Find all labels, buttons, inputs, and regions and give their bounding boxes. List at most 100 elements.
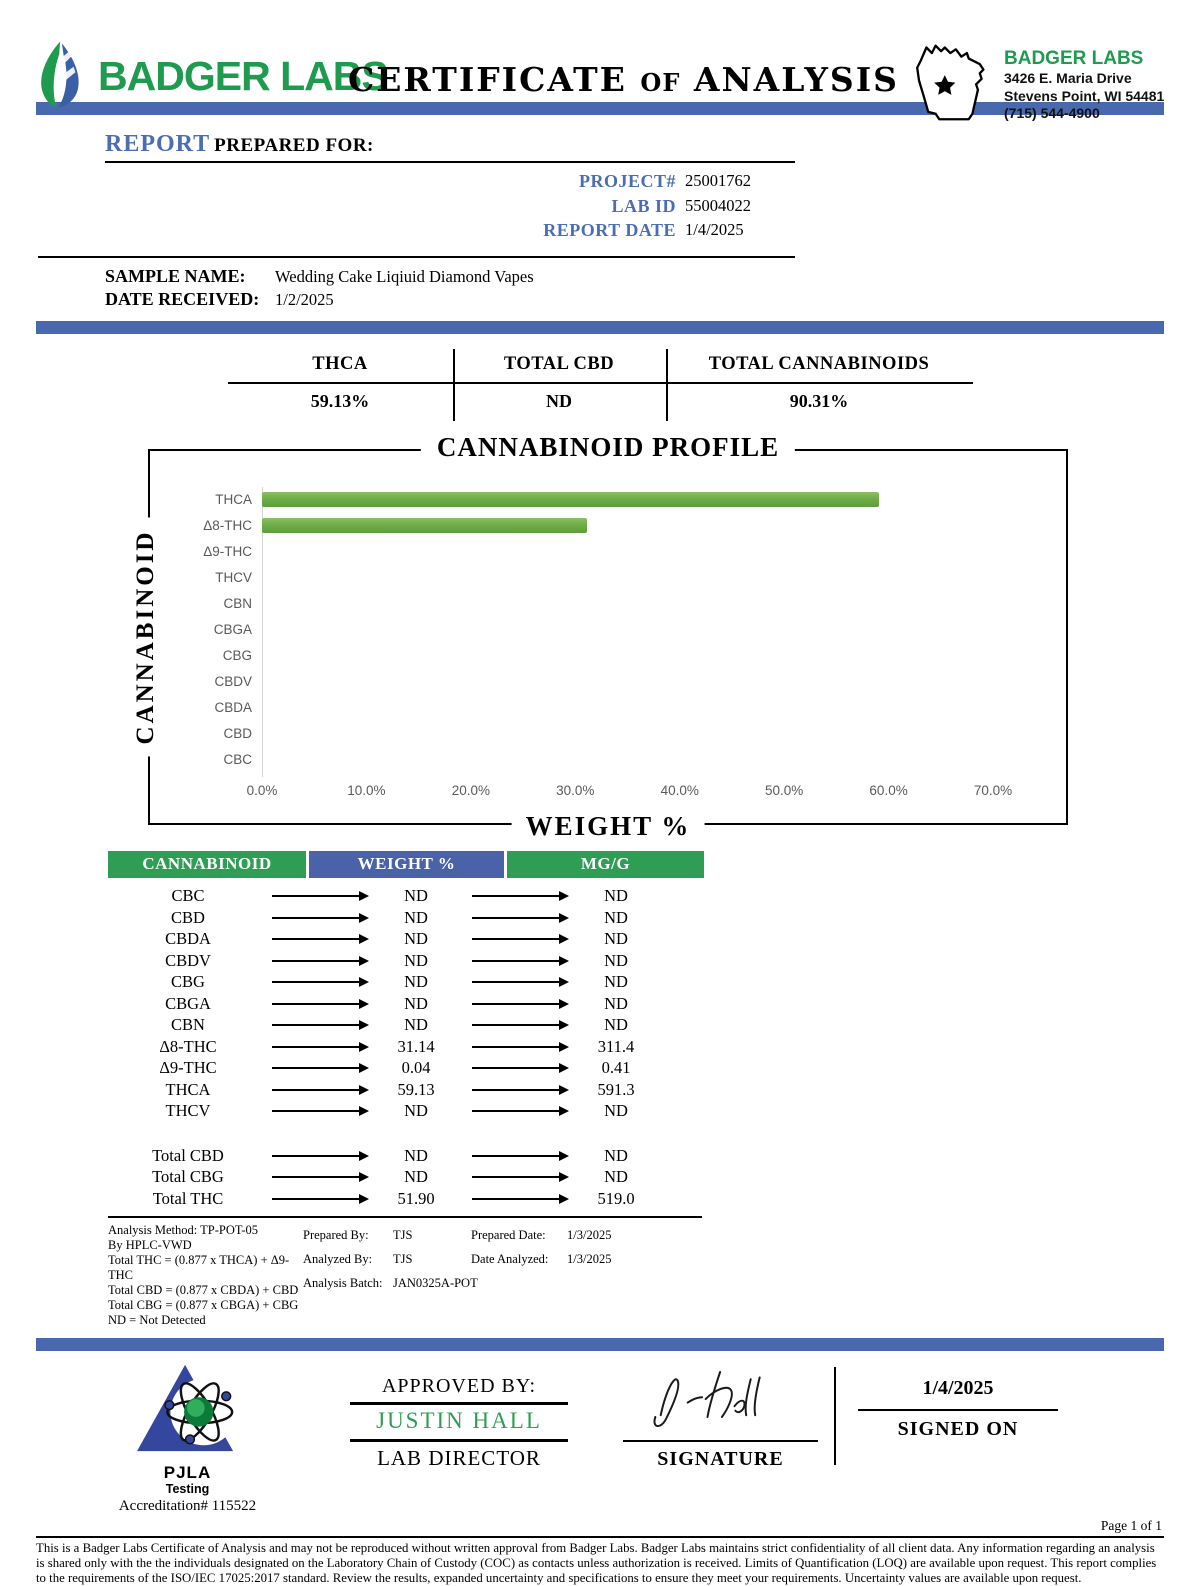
arrow-icon	[272, 1110, 360, 1112]
report-prepared-for-heading: REPORT PREPARED FOR:	[105, 131, 795, 163]
mg-per-g-value: ND	[564, 972, 668, 992]
cannabinoid-name: Total CBD	[108, 1146, 268, 1166]
weight-percent-value: ND	[364, 886, 468, 906]
signed-on-date: 1/4/2025	[858, 1377, 1058, 1411]
arrow-icon	[272, 1198, 360, 1200]
prepared-date-value: 1/3/2025	[567, 1228, 611, 1242]
pjla-logo-icon	[129, 1446, 247, 1463]
cannabinoid-name: Total THC	[108, 1189, 268, 1209]
weight-percent-value: 59.13	[364, 1080, 468, 1100]
chart-category-label: CBG	[166, 648, 262, 663]
report-date-value: 1/4/2025	[676, 218, 795, 243]
x-tick-label: 40.0%	[661, 783, 699, 798]
cannabinoid-name: THCA	[108, 1080, 268, 1100]
accreditation-number: Accreditation# 115522	[95, 1497, 280, 1516]
chart-row: THCA	[166, 487, 993, 513]
arrow-icon	[272, 1176, 360, 1178]
title-word: CERTIFICATE	[348, 60, 627, 99]
weight-percent-value: 51.90	[364, 1189, 468, 1209]
chart-bar-track	[262, 487, 993, 513]
chart-category-label: CBDA	[166, 700, 262, 715]
title-word: ANALYSIS	[694, 60, 899, 99]
arrow-icon	[472, 1046, 560, 1048]
approved-by-block: APPROVED BY: JUSTIN HALL LAB DIRECTOR	[350, 1375, 568, 1471]
cannabinoid-name: Δ9-THC	[108, 1058, 268, 1078]
weight-percent-value: ND	[364, 951, 468, 971]
footnote-line: Total CBG = (0.877 x CBGA) + CBG	[108, 1298, 303, 1313]
x-tick-label: 60.0%	[869, 783, 907, 798]
prepared-by-value: TJS	[393, 1223, 471, 1247]
mg-per-g-value: ND	[564, 951, 668, 971]
arrow-icon	[472, 1003, 560, 1005]
chart-category-label: Δ9-THC	[166, 544, 262, 559]
accreditation-org: PJLA	[95, 1464, 280, 1482]
accreditation-block: PJLA Testing Accreditation# 115522	[95, 1361, 280, 1516]
chart-category-label: CBC	[166, 752, 262, 767]
signed-on-block: 1/4/2025 SIGNED ON	[858, 1377, 1058, 1441]
summary-header-thca: THCA	[228, 349, 453, 382]
page-header: BADGER LABS CERTIFICATE OF ANALYSIS BADG…	[0, 0, 1200, 92]
mg-per-g-value: ND	[564, 1101, 668, 1121]
mg-per-g-value: 591.3	[564, 1080, 668, 1100]
accreditation-sub: Testing	[95, 1482, 280, 1497]
lab-address-line1: 3426 E. Maria Drive	[1004, 70, 1164, 88]
chart-row: Δ8-THC	[166, 513, 993, 539]
chart-row: CBDV	[166, 669, 993, 695]
prepared-by-label: Prepared By:	[303, 1223, 393, 1247]
summary-column-divider	[666, 349, 668, 421]
project-number-row: PROJECT# 25001762	[105, 169, 795, 194]
sample-info-section: SAMPLE NAME: Wedding Cake Liqiuid Diamon…	[105, 265, 1200, 311]
prepared-for-word: PREPARED FOR:	[214, 135, 374, 156]
chart-row: Δ9-THC	[166, 539, 993, 565]
footer-disclaimer: This is a Badger Labs Certificate of Ana…	[36, 1541, 1164, 1586]
arrow-icon	[272, 1024, 360, 1026]
arrow-icon	[472, 938, 560, 940]
weight-percent-value: ND	[364, 1101, 468, 1121]
mg-per-g-value: ND	[564, 1015, 668, 1035]
cannabinoid-name: Total CBG	[108, 1167, 268, 1187]
chart-bar	[262, 518, 587, 533]
chart-bar	[262, 492, 879, 507]
chart-y-axis-label: CANNABINOID	[132, 517, 160, 756]
divider-bar-bottom	[36, 1338, 1164, 1351]
page-number: Page 1 of 1	[0, 1518, 1162, 1534]
chart-row: CBG	[166, 643, 993, 669]
chart-bar-track	[262, 721, 993, 747]
divider-bar-mid	[36, 321, 1164, 334]
arrow-icon	[272, 981, 360, 983]
x-tick-label: 0.0%	[247, 783, 278, 798]
cannabinoid-name: CBGA	[108, 994, 268, 1014]
lab-id-label: LAB ID	[105, 194, 676, 219]
signature-label: SIGNATURE	[623, 1442, 818, 1471]
analysis-batch-label: Analysis Batch:	[303, 1271, 393, 1295]
table-header-cannabinoid: CANNABINOID	[108, 851, 306, 878]
cannabinoid-name: CBDV	[108, 951, 268, 971]
arrow-icon	[272, 960, 360, 962]
page-title: CERTIFICATE OF ANALYSIS	[339, 36, 908, 99]
footnote-line: By HPLC-VWD	[108, 1238, 303, 1253]
x-tick-label: 10.0%	[347, 783, 385, 798]
cannabinoid-name: CBN	[108, 1015, 268, 1035]
arrow-icon	[272, 1003, 360, 1005]
summary-table: THCA TOTAL CBD TOTAL CANNABINOIDS 59.13%…	[228, 349, 973, 421]
chart-row: CBC	[166, 747, 993, 773]
analysis-batch-row: Analysis Batch:JAN0325A-POT	[303, 1271, 702, 1295]
table-gap	[108, 1122, 708, 1145]
report-date-label: REPORT DATE	[105, 218, 676, 243]
x-tick-label: 70.0%	[974, 783, 1012, 798]
chart-category-label: CBD	[166, 726, 262, 741]
approval-section: PJLA Testing Accreditation# 115522 APPRO…	[95, 1361, 1170, 1516]
lab-name: BADGER LABS	[1004, 48, 1164, 70]
arrow-icon	[272, 917, 360, 919]
table-header-row: CANNABINOID WEIGHT % MG/G	[108, 851, 708, 878]
arrow-icon	[272, 1067, 360, 1069]
